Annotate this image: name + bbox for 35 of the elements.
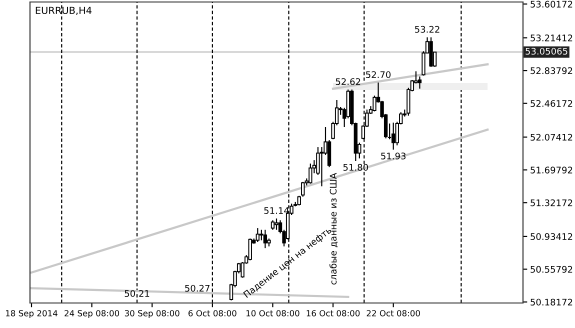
ref-line-label: 53.05065 [526, 48, 568, 55]
y-tick-label: 52.83792 [530, 67, 572, 74]
annotation: 52.62 [336, 78, 360, 86]
y-tick-label: 53.60172 [530, 0, 572, 8]
candlestick [263, 229, 268, 249]
x-tick-label: 24 Sep 08:00 [64, 310, 120, 318]
candlestick [274, 218, 278, 230]
annotation: 51.14 [264, 207, 289, 214]
x-tick-label: 30 Sep 08:00 [124, 310, 180, 318]
annotation: 50.21 [124, 290, 150, 297]
x-tick-label: 10 Oct 08:00 [246, 310, 300, 316]
x-tick-label: 16 Oct 08:00 [306, 310, 360, 316]
y-tick-label: 50.93412 [530, 233, 572, 240]
candlestick [308, 163, 312, 184]
annotation: 52.70 [366, 71, 391, 78]
annotation: 50.27 [185, 284, 210, 292]
annotation: 51.93 [381, 152, 406, 160]
y-tick-label: 53.21412 [530, 34, 572, 42]
x-tick-label: 22 Oct 08:00 [366, 310, 420, 316]
annotation: 51.80 [343, 164, 368, 171]
candlestick [418, 76, 422, 90]
y-tick-label: 52.07412 [530, 134, 572, 141]
y-tick-label: 52.46172 [530, 100, 572, 107]
candlestick [270, 220, 275, 230]
y-tick-label: 50.55792 [530, 266, 572, 273]
candlestick [392, 122, 396, 150]
y-tick-label: 51.69792 [530, 166, 572, 174]
candlestick [256, 228, 260, 243]
x-tick-label: 6 Oct 08:00 [188, 310, 236, 316]
chart-title: EURRUB,H4 [36, 6, 92, 16]
y-tick-label: 51.32172 [530, 199, 572, 206]
x-tick-label: 18 Sep 2014 [6, 310, 58, 318]
candlestick [248, 238, 252, 261]
annotation: 53.22 [415, 26, 440, 33]
y-tick-label: 50.18172 [530, 298, 572, 306]
